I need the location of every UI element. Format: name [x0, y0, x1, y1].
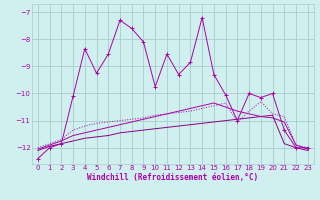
X-axis label: Windchill (Refroidissement éolien,°C): Windchill (Refroidissement éolien,°C)	[87, 173, 258, 182]
